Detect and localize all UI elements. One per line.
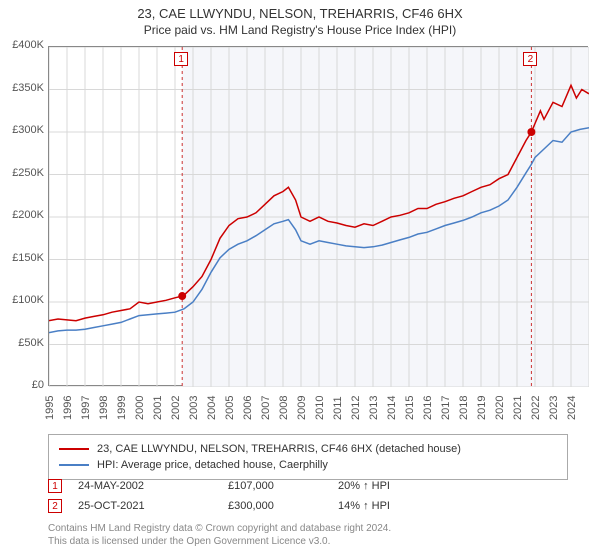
sale-marker-id-box: 1 (174, 52, 188, 66)
x-tick-label: 1998 (98, 396, 110, 420)
legend-row: HPI: Average price, detached house, Caer… (59, 457, 557, 473)
x-tick-label: 2007 (260, 396, 272, 420)
x-tick-label: 1995 (44, 396, 56, 420)
x-tick-label: 2009 (296, 396, 308, 420)
x-tick-label: 2014 (386, 396, 398, 420)
x-tick-label: 2022 (530, 396, 542, 420)
x-tick-label: 2017 (440, 396, 452, 420)
legend-swatch-property (59, 448, 89, 450)
x-tick-label: 2006 (242, 396, 254, 420)
x-tick-label: 2012 (350, 396, 362, 420)
x-tick-label: 2008 (278, 396, 290, 420)
x-tick-label: 2016 (422, 396, 434, 420)
x-tick-label: 2021 (512, 396, 524, 420)
sale-marker-id-box: 2 (523, 52, 537, 66)
y-tick-label: £300K (12, 124, 44, 136)
sale-delta: 14% ↑ HPI (338, 500, 458, 512)
x-tick-label: 1997 (80, 396, 92, 420)
chart-container: 23, CAE LLWYNDU, NELSON, TREHARRIS, CF46… (0, 0, 600, 560)
x-tick-label: 2015 (404, 396, 416, 420)
x-tick-label: 2018 (458, 396, 470, 420)
sale-price: £300,000 (228, 500, 338, 512)
sales-table: 1 24-MAY-2002 £107,000 20% ↑ HPI 2 25-OC… (48, 476, 568, 516)
footer-copyright: Contains HM Land Registry data © Crown c… (48, 522, 588, 535)
legend: 23, CAE LLWYNDU, NELSON, TREHARRIS, CF46… (48, 434, 568, 480)
x-tick-label: 2020 (494, 396, 506, 420)
x-tick-label: 1999 (116, 396, 128, 420)
y-tick-label: £400K (12, 39, 44, 51)
table-row: 2 25-OCT-2021 £300,000 14% ↑ HPI (48, 496, 568, 516)
sale-marker-box: 2 (48, 499, 62, 513)
sale-marker-box: 1 (48, 479, 62, 493)
chart-title: 23, CAE LLWYNDU, NELSON, TREHARRIS, CF46… (0, 0, 600, 21)
y-tick-label: £350K (12, 82, 44, 94)
chart-svg (49, 47, 589, 387)
legend-label-property: 23, CAE LLWYNDU, NELSON, TREHARRIS, CF46… (97, 443, 461, 455)
sale-date: 25-OCT-2021 (78, 500, 228, 512)
x-tick-label: 2001 (152, 396, 164, 420)
footer: Contains HM Land Registry data © Crown c… (48, 522, 588, 548)
x-tick-label: 2024 (566, 396, 578, 420)
x-tick-label: 2000 (134, 396, 146, 420)
x-tick-label: 2011 (332, 396, 344, 420)
y-tick-label: £150K (12, 252, 44, 264)
sale-date: 24-MAY-2002 (78, 480, 228, 492)
x-tick-label: 2010 (314, 396, 326, 420)
x-tick-label: 2023 (548, 396, 560, 420)
y-tick-label: £0 (32, 379, 44, 391)
sale-price: £107,000 (228, 480, 338, 492)
y-tick-label: £250K (12, 167, 44, 179)
table-row: 1 24-MAY-2002 £107,000 20% ↑ HPI (48, 476, 568, 496)
x-tick-label: 2013 (368, 396, 380, 420)
plot-area (48, 46, 588, 386)
y-tick-label: £50K (18, 337, 44, 349)
x-tick-label: 2003 (188, 396, 200, 420)
x-tick-label: 2004 (206, 396, 218, 420)
x-tick-label: 2005 (224, 396, 236, 420)
legend-row: 23, CAE LLWYNDU, NELSON, TREHARRIS, CF46… (59, 441, 557, 457)
chart-subtitle: Price paid vs. HM Land Registry's House … (0, 21, 600, 41)
legend-label-hpi: HPI: Average price, detached house, Caer… (97, 459, 328, 471)
x-tick-label: 2019 (476, 396, 488, 420)
x-tick-label: 2002 (170, 396, 182, 420)
footer-license: This data is licensed under the Open Gov… (48, 535, 588, 548)
y-tick-label: £100K (12, 294, 44, 306)
y-tick-label: £200K (12, 209, 44, 221)
sale-delta: 20% ↑ HPI (338, 480, 458, 492)
legend-swatch-hpi (59, 464, 89, 466)
x-tick-label: 1996 (62, 396, 74, 420)
